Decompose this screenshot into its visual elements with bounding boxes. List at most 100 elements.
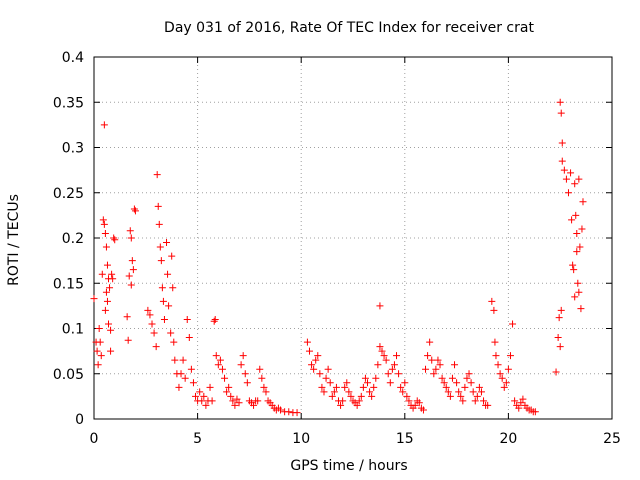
data-point [111,236,119,244]
data-point [227,392,235,400]
data-point [187,365,195,373]
data-point [175,383,183,391]
data-point [258,374,266,382]
data-point [570,266,578,274]
data-point [153,171,161,179]
data-point [293,409,301,417]
data-point [509,320,517,328]
data-point [129,266,137,274]
data-point [558,139,566,147]
y-tick-label: 0 [75,412,84,428]
data-point [364,379,372,387]
data-point [181,374,189,382]
data-point [221,374,229,382]
data-point [235,399,243,407]
y-axis-label: ROTI / TECUs [6,194,22,286]
x-axis-label: GPS time / hours [290,458,407,474]
data-point [359,383,367,391]
data-point [442,383,450,391]
data-point [250,401,258,409]
data-point [198,397,206,405]
data-point [477,388,485,396]
data-point [97,352,105,360]
data-point [473,392,481,400]
data-point [384,370,392,378]
data-point [567,169,575,177]
data-point [506,352,514,360]
data-point [577,305,585,313]
data-point [386,379,394,387]
data-point [196,388,204,396]
data-point [308,361,316,369]
data-point [562,175,570,183]
data-point [233,395,241,403]
data-point [434,356,442,364]
axis-ticks: 0 0.05 0.1 0.15 0.2 0.25 0.3 0.35 0.4 0 5 10 15 20 25 [53,50,621,447]
chart-title: Day 031 of 2016, Rate Of TEC Index for r… [164,20,534,36]
data-point [192,392,200,400]
data-point [448,374,456,382]
data-point [320,388,328,396]
data-point [370,383,378,391]
data-point [556,98,564,106]
data-point [578,225,586,233]
data-point [480,397,488,405]
data-point [101,229,109,237]
data-point [374,361,382,369]
data-point [430,370,438,378]
data-point [239,352,247,360]
data-point [144,306,152,314]
data-point [575,288,583,296]
data-point [262,388,270,396]
data-point [461,383,469,391]
data-point [218,365,226,373]
data-point [276,406,284,414]
data-point [424,352,432,360]
data-point [554,334,562,342]
data-point [326,379,334,387]
data-point [131,207,139,215]
data-point [446,392,454,400]
data-point [502,379,510,387]
data-point [444,388,452,396]
data-point [574,279,582,287]
data-point [316,370,324,378]
data-point [154,202,162,210]
data-point [465,370,473,378]
data-point [440,379,448,387]
data-point [256,365,264,373]
data-point [93,347,101,355]
data-point [557,306,565,314]
data-point [568,216,576,224]
data-point [152,343,160,351]
y-tick-label: 0.2 [62,231,84,247]
data-point [556,343,564,351]
data-point [388,365,396,373]
data-point [500,383,508,391]
y-tick-label: 0.1 [62,322,84,338]
data-point [102,288,110,296]
data-point [168,252,176,260]
data-point [124,336,132,344]
y-tick-label: 0.05 [53,367,84,383]
data-point [393,352,401,360]
data-point [177,370,185,378]
data-point [254,397,262,405]
data-point [341,383,349,391]
data-point [347,392,355,400]
data-point [155,220,163,228]
data-point [108,270,116,278]
data-point [572,211,580,219]
data-point [95,325,103,332]
data-point [128,257,136,265]
data-point [397,383,405,391]
data-point [573,229,581,237]
data-point [208,397,216,405]
y-tick-label: 0.3 [62,141,84,157]
data-point [515,404,523,412]
data-point [164,270,172,278]
data-point [127,234,135,242]
data-point [571,293,579,301]
data-point [353,401,361,409]
data-point [405,397,413,405]
